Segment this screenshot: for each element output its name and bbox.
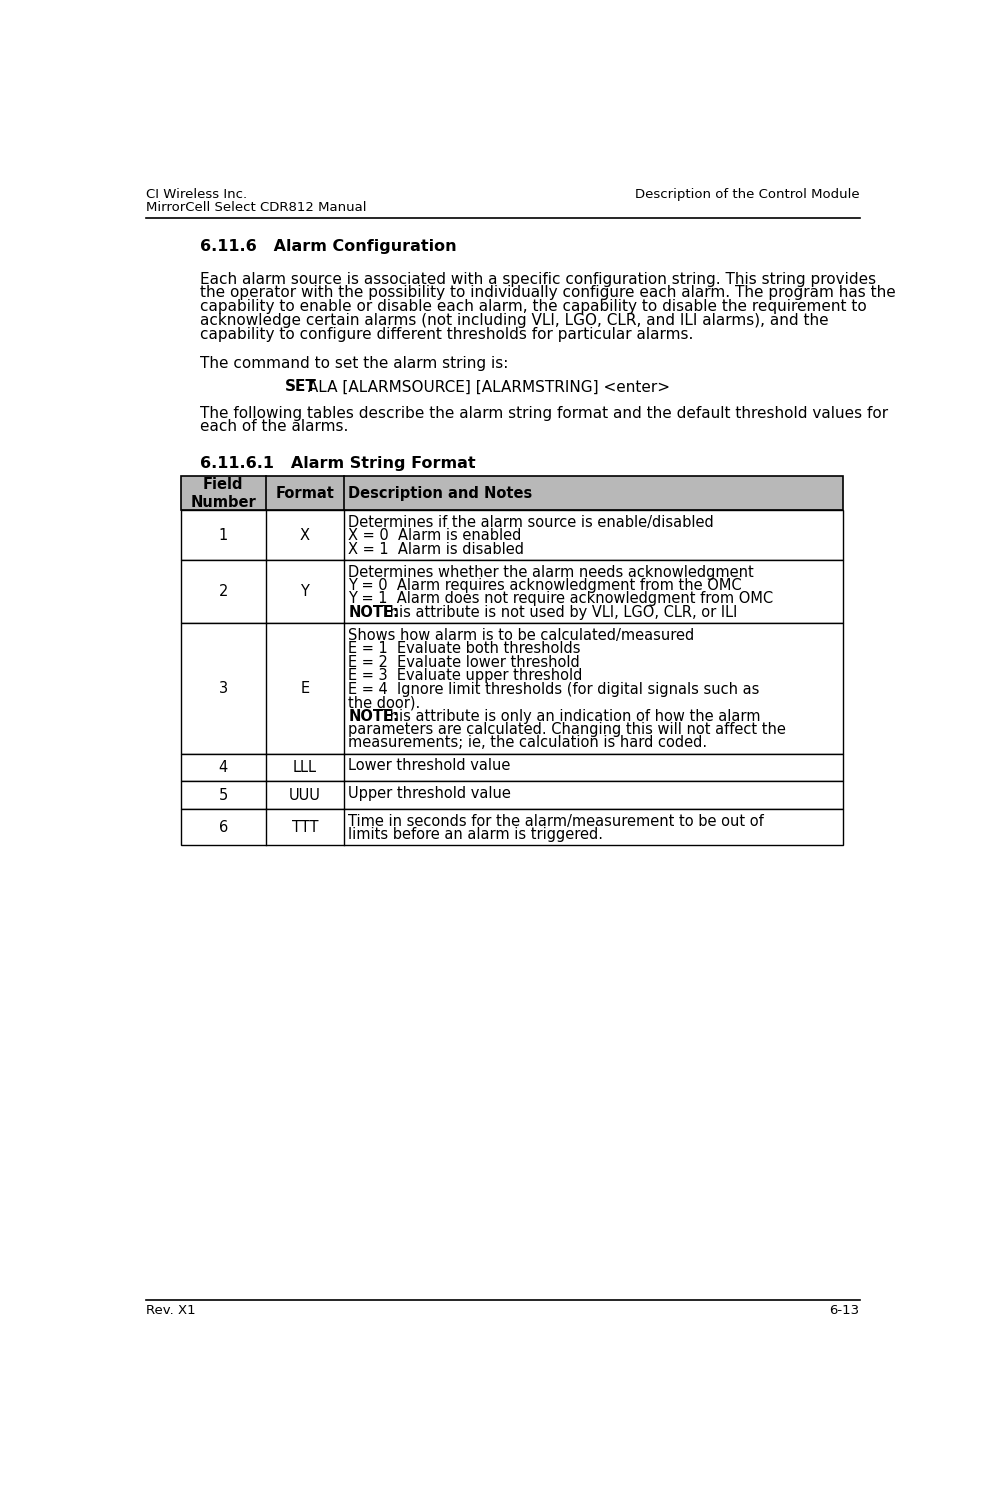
Bar [181, 623, 844, 754]
Text: limits before an alarm is triggered.: limits before an alarm is triggered. [348, 827, 603, 842]
Text: Field
Number: Field Number [190, 476, 256, 511]
Text: Y = 0  Alarm requires acknowledgment from the OMC: Y = 0 Alarm requires acknowledgment from… [348, 578, 742, 593]
Text: E = 1  Evaluate both thresholds: E = 1 Evaluate both thresholds [348, 640, 581, 655]
Text: Each alarm source is associated with a specific configuration string. This strin: Each alarm source is associated with a s… [200, 272, 876, 287]
Text: LLL: LLL [292, 760, 317, 775]
Text: Shows how alarm is to be calculated/measured: Shows how alarm is to be calculated/meas… [348, 627, 695, 642]
Text: 4: 4 [219, 760, 228, 775]
Text: 2: 2 [219, 584, 228, 599]
Bar [181, 781, 844, 809]
Text: 5: 5 [219, 788, 228, 803]
Text: NOTE:: NOTE: [348, 605, 399, 620]
Text: X = 1  Alarm is disabled: X = 1 Alarm is disabled [348, 542, 524, 557]
Text: NOTE:: NOTE: [348, 709, 399, 724]
Text: Rev. X1: Rev. X1 [146, 1303, 195, 1317]
Text: Determines whether the alarm needs acknowledgment: Determines whether the alarm needs ackno… [348, 564, 754, 579]
Text: the operator with the possibility to individually configure each alarm. The prog: the operator with the possibility to ind… [200, 285, 896, 300]
Text: Description and Notes: Description and Notes [348, 485, 533, 500]
Text: E = 4  Ignore limit thresholds (for digital signals such as: E = 4 Ignore limit thresholds (for digit… [348, 682, 759, 697]
Text: This attribute is not used by VLI, LGO, CLR, or ILI: This attribute is not used by VLI, LGO, … [376, 605, 738, 620]
Text: TTT: TTT [291, 820, 318, 835]
Text: This attribute is only an indication of how the alarm: This attribute is only an indication of … [376, 709, 760, 724]
Text: capability to configure different thresholds for particular alarms.: capability to configure different thresh… [200, 327, 694, 342]
Text: 6: 6 [219, 820, 228, 835]
Bar [181, 511, 844, 560]
Text: E: E [300, 681, 309, 696]
Text: 6.11.6.1   Alarm String Format: 6.11.6.1 Alarm String Format [200, 457, 476, 472]
Bar [181, 560, 844, 623]
Bar [181, 754, 844, 781]
Text: E = 3  Evaluate upper threshold: E = 3 Evaluate upper threshold [348, 667, 583, 684]
Text: 6-13: 6-13 [830, 1303, 859, 1317]
Text: the door).: the door). [348, 696, 421, 711]
Text: Determines if the alarm source is enable/disabled: Determines if the alarm source is enable… [348, 515, 714, 530]
Text: Lower threshold value: Lower threshold value [348, 758, 510, 773]
Text: capability to enable or disable each alarm, the capability to disable the requir: capability to enable or disable each ala… [200, 299, 867, 315]
Text: The command to set the alarm string is:: The command to set the alarm string is: [200, 357, 508, 372]
Text: X: X [300, 527, 310, 542]
Text: 1: 1 [219, 527, 228, 542]
Text: CI Wireless Inc.: CI Wireless Inc. [146, 188, 247, 202]
Text: Format: Format [276, 485, 335, 500]
Text: E = 2  Evaluate lower threshold: E = 2 Evaluate lower threshold [348, 654, 580, 670]
Text: Y = 1  Alarm does not require acknowledgment from OMC: Y = 1 Alarm does not require acknowledgm… [348, 591, 773, 606]
Text: acknowledge certain alarms (not including VLI, LGO, CLR, and ILI alarms), and th: acknowledge certain alarms (not includin… [200, 314, 829, 328]
Text: 6.11.6   Alarm Configuration: 6.11.6 Alarm Configuration [200, 239, 457, 254]
Text: Time in seconds for the alarm/measurement to be out of: Time in seconds for the alarm/measuremen… [348, 814, 764, 829]
Text: 3: 3 [219, 681, 228, 696]
Text: SET: SET [285, 379, 317, 394]
Text: each of the alarms.: each of the alarms. [200, 420, 348, 434]
Text: UUU: UUU [288, 788, 321, 803]
Text: parameters are calculated. Changing this will not affect the: parameters are calculated. Changing this… [348, 723, 786, 738]
Bar [181, 809, 844, 845]
Text: ALA [ALARMSOURCE] [ALARMSTRING] <enter>: ALA [ALARMSOURCE] [ALARMSTRING] <enter> [303, 379, 670, 394]
Text: X = 0  Alarm is enabled: X = 0 Alarm is enabled [348, 529, 522, 543]
Text: Y: Y [300, 584, 309, 599]
Bar [181, 476, 844, 511]
Text: The following tables describe the alarm string format and the default threshold : The following tables describe the alarm … [200, 406, 888, 421]
Text: Description of the Control Module: Description of the Control Module [635, 188, 859, 202]
Text: Upper threshold value: Upper threshold value [348, 785, 511, 800]
Text: measurements; ie, the calculation is hard coded.: measurements; ie, the calculation is har… [348, 736, 707, 751]
Text: MirrorCell Select CDR812 Manual: MirrorCell Select CDR812 Manual [146, 200, 366, 213]
